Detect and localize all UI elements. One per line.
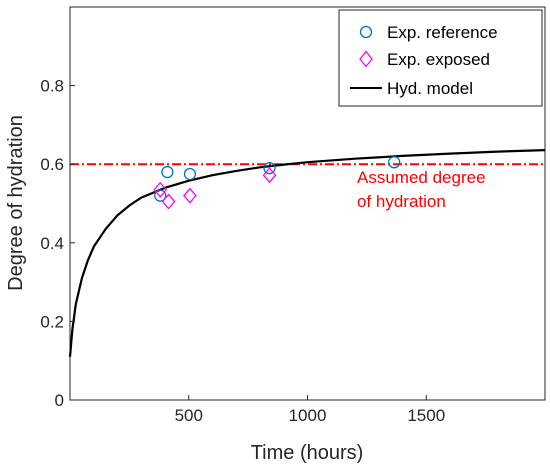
x-tick-label: 1500 — [407, 406, 445, 425]
legend-label-exp-reference: Exp. reference — [387, 23, 498, 42]
legend-box — [338, 9, 543, 107]
point-exp-reference — [154, 189, 167, 202]
x-axis-label: Time (hours) — [251, 442, 364, 464]
y-tick-label: 0.8 — [40, 77, 64, 96]
annotation-line-2: of hydration — [357, 192, 446, 211]
legend-label-exp-exposed: Exp. exposed — [387, 50, 490, 69]
y-tick-label: 0.2 — [40, 312, 64, 331]
y-tick-label: 0.4 — [40, 234, 64, 253]
point-exp-exposed — [153, 181, 168, 198]
annotation: Assumed degree of hydration — [357, 168, 486, 211]
data-points-layer — [153, 156, 401, 210]
legend-marker-exp-exposed — [359, 50, 373, 68]
point-exp-reference — [263, 161, 276, 175]
series-line-hyd-model — [68, 149, 546, 357]
legend-marker-exp-reference — [359, 25, 373, 39]
point-exp-reference — [183, 167, 197, 181]
point-exp-exposed — [262, 167, 277, 184]
y-tick-label: 0.6 — [40, 155, 64, 174]
x-tick-label: 500 — [175, 406, 203, 425]
model-curve-layer — [68, 149, 546, 357]
y-axis-label: Degree of hydration — [5, 115, 27, 291]
point-exp-reference — [161, 165, 174, 179]
annotation-line-1: Assumed degree — [357, 168, 486, 187]
y-tick-label: 0 — [55, 391, 64, 410]
point-exp-exposed — [183, 187, 197, 204]
legend-label-hyd-model: Hyd. model — [387, 79, 473, 98]
legend: Exp. reference Exp. exposed Hyd. model — [338, 9, 543, 107]
point-exp-reference — [388, 156, 401, 169]
x-tick-label: 1000 — [289, 406, 327, 425]
y-ticks: 0 0.2 0.4 0.6 0.8 — [40, 77, 75, 410]
x-ticks: 500 1000 1500 — [175, 395, 445, 425]
point-exp-exposed — [161, 193, 176, 210]
